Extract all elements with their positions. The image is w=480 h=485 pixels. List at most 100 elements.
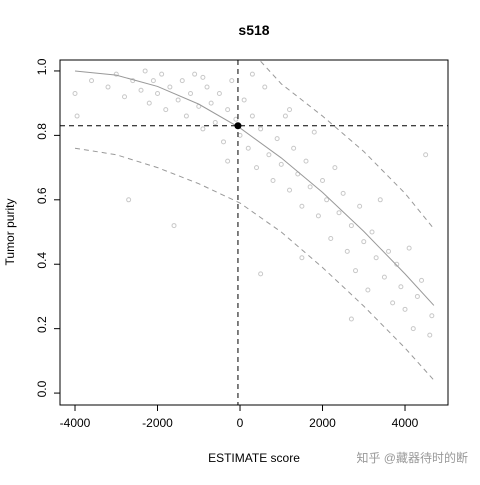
point — [307, 184, 313, 190]
point — [369, 229, 375, 235]
plot-frame — [59, 59, 449, 406]
point — [245, 145, 251, 151]
chart-title: s518 — [238, 22, 269, 38]
point — [150, 78, 156, 84]
y-tick-label: 1.0 — [35, 58, 49, 75]
point — [249, 113, 255, 119]
point — [282, 113, 288, 119]
point — [423, 152, 429, 158]
x-tick-label: -4000 — [60, 416, 91, 430]
point — [348, 316, 354, 322]
point — [328, 235, 334, 241]
point — [419, 277, 425, 283]
point — [262, 84, 268, 90]
point — [373, 255, 379, 261]
point — [394, 261, 400, 267]
x-tick-label: 2000 — [309, 416, 336, 430]
point — [274, 136, 280, 142]
point — [229, 78, 235, 84]
point — [233, 116, 239, 122]
y-tick-label: 0.2 — [35, 316, 49, 333]
x-tick-label: 0 — [237, 416, 244, 430]
point — [212, 119, 218, 125]
highlight-point — [234, 122, 242, 130]
point — [192, 71, 198, 77]
y-tick-label: 0.6 — [35, 187, 49, 204]
point — [179, 78, 185, 84]
point — [225, 158, 231, 164]
point — [258, 271, 264, 277]
point — [122, 94, 128, 100]
point — [105, 84, 111, 90]
point — [357, 203, 363, 209]
point — [258, 126, 264, 132]
point — [365, 287, 371, 293]
point — [402, 306, 408, 312]
point — [175, 97, 181, 103]
point — [254, 165, 260, 171]
point — [183, 113, 189, 119]
point — [410, 326, 416, 332]
point — [270, 177, 276, 183]
point — [348, 223, 354, 229]
fit-line — [74, 70, 435, 306]
point — [188, 91, 194, 97]
point — [249, 71, 255, 77]
point — [208, 100, 214, 106]
point — [315, 213, 321, 219]
point — [237, 132, 243, 138]
point — [74, 113, 80, 119]
fit-line — [74, 147, 435, 381]
point — [336, 210, 342, 216]
point — [386, 248, 392, 254]
point — [398, 284, 404, 290]
x-axis-label: ESTIMATE score — [208, 451, 300, 465]
point — [89, 78, 95, 84]
point — [299, 203, 305, 209]
point — [113, 71, 119, 77]
point — [138, 87, 144, 93]
y-tick-label: 0.4 — [35, 252, 49, 269]
y-axis-label: Tumor purity — [3, 199, 17, 266]
point — [353, 268, 359, 274]
point — [427, 332, 433, 338]
point — [163, 107, 169, 113]
point — [159, 71, 165, 77]
point — [146, 100, 152, 106]
point — [299, 255, 305, 261]
point — [291, 145, 297, 151]
point — [171, 223, 177, 229]
point — [225, 107, 231, 113]
point — [142, 68, 148, 74]
point — [200, 126, 206, 132]
point — [429, 313, 435, 319]
point — [377, 197, 383, 203]
y-tick-label: 0.0 — [35, 380, 49, 397]
point — [344, 248, 350, 254]
point — [155, 91, 161, 97]
point — [278, 161, 284, 167]
point — [361, 239, 367, 245]
point — [303, 158, 309, 164]
point — [324, 197, 330, 203]
point — [266, 152, 272, 158]
x-tick-label: -2000 — [142, 416, 173, 430]
point — [320, 177, 326, 183]
point — [414, 293, 420, 299]
point — [221, 139, 227, 145]
point — [216, 91, 222, 97]
point — [126, 197, 132, 203]
point — [406, 245, 412, 251]
point — [287, 187, 293, 193]
point — [381, 274, 387, 280]
watermark: 知乎 @藏器待时的断 — [356, 450, 468, 465]
point — [340, 190, 346, 196]
point — [311, 129, 317, 135]
point — [72, 91, 78, 97]
point — [287, 107, 293, 113]
point — [332, 165, 338, 171]
x-tick-label: 4000 — [392, 416, 419, 430]
point — [204, 84, 210, 90]
y-tick-label: 0.8 — [35, 123, 49, 140]
